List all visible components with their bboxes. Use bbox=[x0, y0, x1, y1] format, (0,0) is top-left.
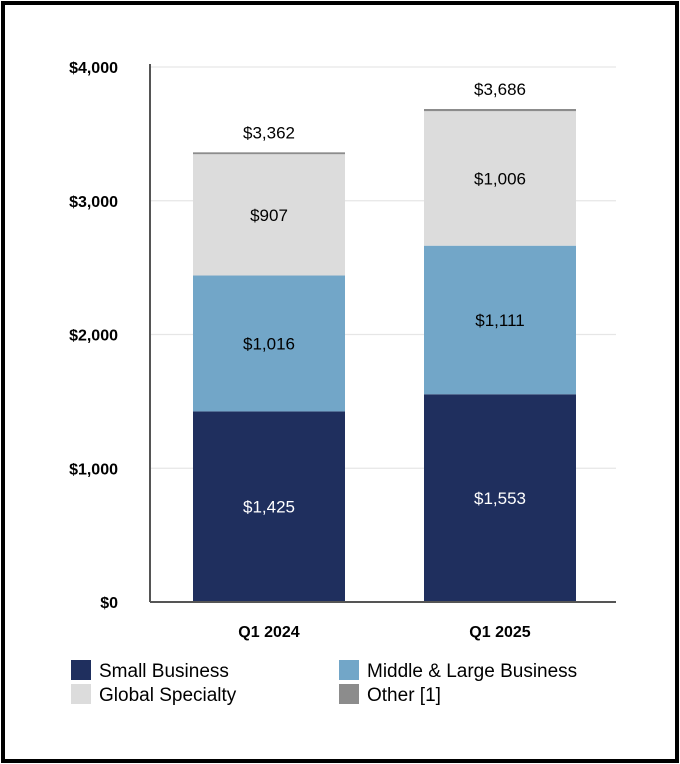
total-label: $3,362 bbox=[243, 123, 295, 142]
y-tick-label: $3,000 bbox=[69, 194, 118, 211]
legend-swatch bbox=[71, 684, 91, 704]
legend-label: Global Specialty bbox=[99, 685, 237, 706]
bar-segment bbox=[193, 152, 345, 155]
y-axis-ticks: $0 $1,000 $2,000 $3,000 $4,000 bbox=[69, 60, 118, 612]
bar-segment bbox=[424, 245, 576, 395]
data-label: $1,006 bbox=[474, 169, 526, 188]
legend-swatch bbox=[71, 660, 91, 680]
x-category-label: Q1 2024 bbox=[238, 624, 299, 641]
stacked-bar-chart: $0$1,000$2,000$3,000$4,000 $1,425$1,016$… bbox=[69, 60, 616, 706]
legend-label: Middle & Large Business bbox=[367, 661, 577, 682]
bar-segment bbox=[424, 108, 576, 112]
y-tick-label: $2,000 bbox=[69, 328, 118, 345]
bar-segment bbox=[193, 154, 345, 276]
bars: $1,425 $1,016 $907 $3,362 $1,553 $1,111 $1,006… bbox=[193, 80, 576, 602]
y-tick-label: $1,000 bbox=[69, 461, 118, 478]
legend-swatch bbox=[339, 660, 359, 680]
bar-segment bbox=[424, 111, 576, 246]
data-label: $907 bbox=[250, 206, 288, 225]
data-label: $1,425 bbox=[243, 498, 295, 517]
legend-label: Other [1] bbox=[367, 685, 441, 706]
data-label: $1,111 bbox=[475, 311, 524, 330]
total-label: $3,686 bbox=[474, 80, 526, 99]
x-category-label: Q1 2025 bbox=[469, 624, 530, 641]
y-tick-label: $0 bbox=[100, 595, 118, 612]
legend-swatch bbox=[339, 684, 359, 704]
y-tick-label: $4,000 bbox=[69, 60, 118, 77]
bar-segment bbox=[193, 275, 345, 412]
data-label: $1,016 bbox=[243, 334, 295, 353]
legend: Small Business Middle & Large Business Glo… bbox=[71, 660, 577, 706]
x-axis-categories: Q1 2024 Q1 2025 bbox=[238, 624, 530, 641]
bar-segment bbox=[193, 411, 345, 602]
bar-segment bbox=[424, 394, 576, 602]
data-label: $1,553 bbox=[474, 489, 526, 508]
legend-label: Small Business bbox=[99, 661, 229, 682]
